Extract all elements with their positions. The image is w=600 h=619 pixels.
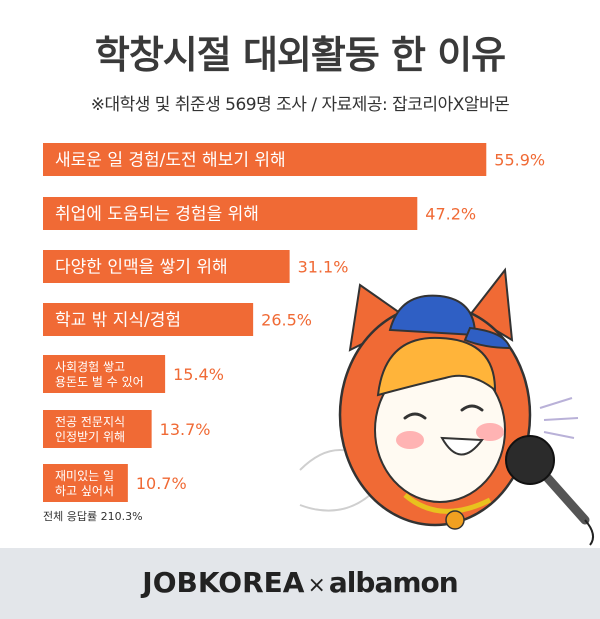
brand-logos: JOBKOREA × albamon [0,566,600,599]
value-label-1: 55.9% [494,151,545,170]
total-response-note: 전체 응답률 210.3% [43,510,143,523]
bar-1 [43,143,487,176]
value-label-7: 10.7% [136,474,187,493]
value-label-5: 15.4% [173,365,224,384]
mascot-illustration [299,267,595,546]
bar-label-6: 전공 전문지식 인정받기 위해 [55,415,125,444]
bar-6 [43,410,152,448]
value-label-2: 47.2% [425,205,476,224]
bar-label-1: 새로운 일 경험/도전 해보기 위해 [55,151,286,171]
value-label-6: 13.7% [160,420,211,439]
bar-label-4: 학교 밖 지식/경험 [55,311,181,331]
bar-chart: 새로운 일 경험/도전 해보기 위해 55.9% 취업에 도움되는 경험을 위해 47… [43,143,545,502]
cross-mark: × [307,573,326,598]
bar-7 [43,464,128,502]
bar-5 [43,355,166,393]
value-label-3: 31.1% [298,258,349,277]
bar-2 [43,197,418,230]
bar-label-7: 재미있는 일 하고 싶어서 [55,469,114,498]
value-label-4: 26.5% [261,311,312,330]
bar-label-5: 사회경험 쌓고 용돈도 벌 수 있어 [55,360,144,389]
bar-label-2: 취업에 도움되는 경험을 위해 [55,205,259,225]
bar-label-3: 다양한 인맥을 쌓기 위해 [55,258,228,278]
jobkorea-logo: JOBKOREA [142,566,305,599]
chart-title: 학창시절 대외활동 한 이유 [94,33,506,77]
bar-3 [43,250,290,283]
chart-subtitle: ※대학생 및 취준생 569명 조사 / 자료제공: 잡코리아X알바몬 [90,95,510,115]
bar-4 [43,303,254,336]
albamon-logo: albamon [328,566,459,599]
footer-bar: JOBKOREA × albamon [0,548,600,619]
